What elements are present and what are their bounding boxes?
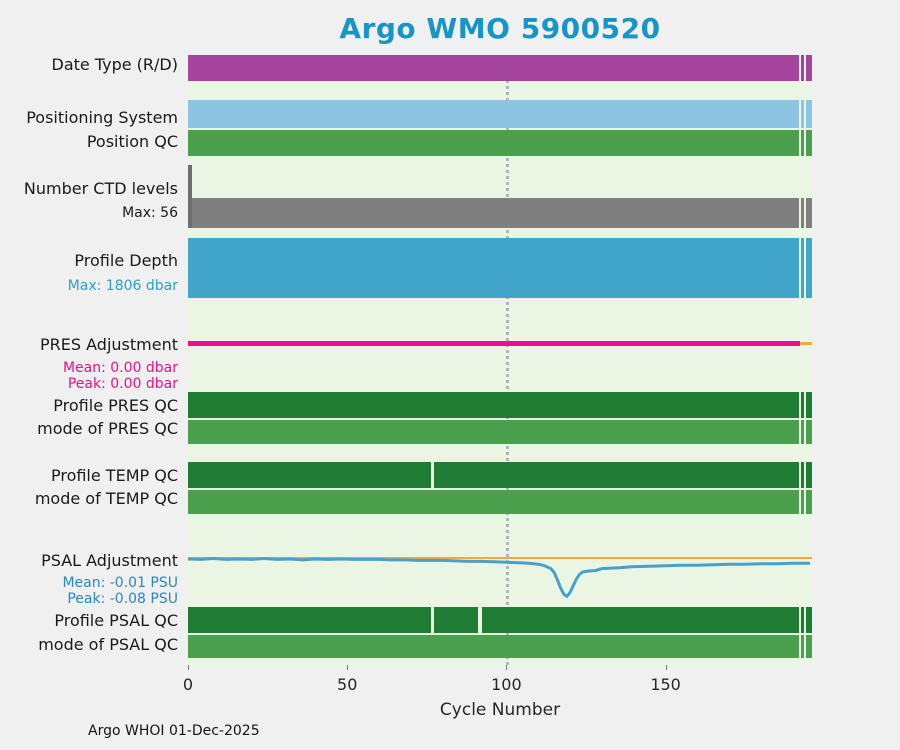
bar-segment: [188, 490, 799, 514]
bar-segment: [481, 607, 799, 633]
bar-segment: [806, 635, 812, 658]
label-mode-pres-qc: mode of PRES QC: [37, 419, 178, 438]
bar-mode-pres-qc: [188, 420, 812, 444]
sublabel-pres-peak: Peak: 0.00 dbar: [67, 376, 178, 392]
bar-segment: [806, 100, 812, 128]
bar-segment: [188, 55, 799, 81]
page-title: Argo WMO 5900520: [339, 12, 661, 45]
bar-segment: [801, 392, 804, 418]
label-ctd-levels: Number CTD levels: [23, 179, 178, 198]
x-tick-label: 100: [491, 675, 522, 694]
bar-segment: [806, 198, 812, 228]
bar-segment: [188, 635, 799, 658]
bar-ctd-levels: [188, 165, 812, 228]
bar-profile-pres-qc: [188, 392, 812, 418]
bar-segment: [188, 341, 800, 346]
x-tick-mark: [506, 665, 508, 670]
bar-position-qc: [188, 130, 812, 156]
sublabel-depth-max: Max: 1806 dbar: [67, 278, 178, 294]
label-profile-temp-qc: Profile TEMP QC: [50, 466, 178, 485]
bar-segment: [806, 462, 812, 488]
bar-segment: [801, 607, 804, 633]
bar-segment: [806, 55, 812, 81]
bar-segment: [188, 392, 799, 418]
footer-text: Argo WHOI 01-Dec-2025: [88, 723, 260, 739]
sublabel-psal-peak: Peak: -0.08 PSU: [67, 591, 178, 607]
bar-segment: [434, 462, 799, 488]
x-tick-mark: [347, 665, 349, 670]
label-profile-pres-qc: Profile PRES QC: [53, 396, 178, 415]
sublabel-pres-mean: Mean: 0.00 dbar: [62, 360, 178, 376]
bar-segment: [188, 462, 432, 488]
x-tick-label: 150: [650, 675, 681, 694]
label-profile-psal-qc: Profile PSAL QC: [54, 611, 178, 630]
bar-segment: [806, 607, 812, 633]
x-axis-label: Cycle Number: [439, 700, 561, 720]
bar-segment: [806, 130, 812, 156]
label-position-qc: Position QC: [86, 132, 178, 151]
bar-segment: [434, 607, 479, 633]
bar-segment: [188, 165, 192, 228]
label-mode-temp-qc: mode of TEMP QC: [34, 489, 178, 508]
bar-segment: [188, 607, 432, 633]
x-tick-label: 0: [182, 675, 194, 694]
bar-segment: [801, 420, 804, 444]
bar-segment: [806, 238, 812, 298]
bar-segment: [188, 420, 799, 444]
bar-segment: [806, 420, 812, 444]
sublabel-ctd-max: Max: 56: [122, 205, 178, 221]
bar-segment: [801, 198, 804, 228]
row-labels: Date Type (R/D) Positioning System Posit…: [0, 0, 184, 750]
label-profile-depth: Profile Depth: [74, 251, 178, 270]
x-tick-label: 50: [337, 675, 358, 694]
sublabel-psal-mean: Mean: -0.01 PSU: [62, 575, 178, 591]
bar-segment: [188, 198, 799, 228]
bar-segment: [801, 635, 804, 658]
label-psal-adjustment: PSAL Adjustment: [41, 551, 178, 570]
bar-segment: [188, 238, 799, 298]
bar-mode-temp-qc: [188, 490, 812, 514]
bar-mode-psal-qc: [188, 635, 812, 658]
label-date-type: Date Type (R/D): [51, 55, 178, 74]
bar-segment: [806, 490, 812, 514]
label-pres-adjustment: PRES Adjustment: [40, 335, 178, 354]
bar-segment: [806, 392, 812, 418]
guide-line: [506, 55, 510, 665]
bar-segment: [801, 462, 804, 488]
plot-area: [188, 55, 812, 665]
x-tick-mark: [188, 665, 189, 670]
bar-date-type: [188, 55, 812, 81]
pres-adjustment-line: [188, 341, 812, 346]
bar-profile-temp-qc: [188, 462, 812, 488]
bar-segment: [801, 490, 804, 514]
bar-segment: [188, 130, 799, 156]
bar-positioning-system: [188, 100, 812, 128]
bar-segment: [188, 100, 799, 128]
bar-profile-depth: [188, 238, 812, 298]
x-tick-mark: [665, 665, 667, 670]
bar-segment: [801, 100, 804, 128]
bar-segment: [801, 130, 804, 156]
bar-profile-psal-qc: [188, 607, 812, 633]
bar-segment: [801, 238, 804, 298]
psal-adjustment-chart: [188, 557, 812, 598]
label-mode-psal-qc: mode of PSAL QC: [38, 635, 178, 654]
psal-line: [188, 557, 811, 598]
label-positioning-system: Positioning System: [26, 108, 178, 127]
bar-segment: [801, 55, 804, 81]
